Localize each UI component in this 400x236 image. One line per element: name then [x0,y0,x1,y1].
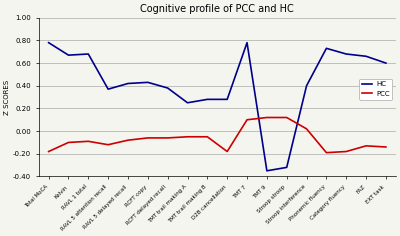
HC [185,101,190,104]
HC [384,62,388,64]
PCC [344,150,349,153]
PCC [106,143,110,146]
HC [126,82,130,85]
PCC [205,135,210,138]
HC [46,41,51,44]
PCC [126,139,130,142]
PCC [384,146,388,148]
HC [344,53,349,55]
HC [66,54,71,57]
HC [146,81,150,84]
PCC [284,116,289,119]
HC [225,98,230,101]
PCC [324,151,329,154]
HC [106,88,110,91]
HC [205,98,210,101]
PCC [364,144,368,147]
HC [86,53,91,55]
Title: Cognitive profile of PCC and HC: Cognitive profile of PCC and HC [140,4,294,14]
HC [165,87,170,89]
HC [304,84,309,87]
PCC [245,118,250,121]
HC [364,55,368,58]
Line: PCC: PCC [49,118,386,153]
HC [264,169,269,172]
PCC [146,136,150,139]
PCC [86,140,91,143]
Line: HC: HC [49,43,386,171]
HC [324,47,329,50]
PCC [185,135,190,138]
PCC [46,150,51,153]
Legend: HC, PCC: HC, PCC [359,79,392,100]
PCC [165,136,170,139]
HC [245,41,250,44]
PCC [66,141,71,144]
PCC [264,116,269,119]
PCC [304,127,309,130]
Y-axis label: Z SCORES: Z SCORES [4,80,10,115]
PCC [225,150,230,153]
HC [284,166,289,169]
